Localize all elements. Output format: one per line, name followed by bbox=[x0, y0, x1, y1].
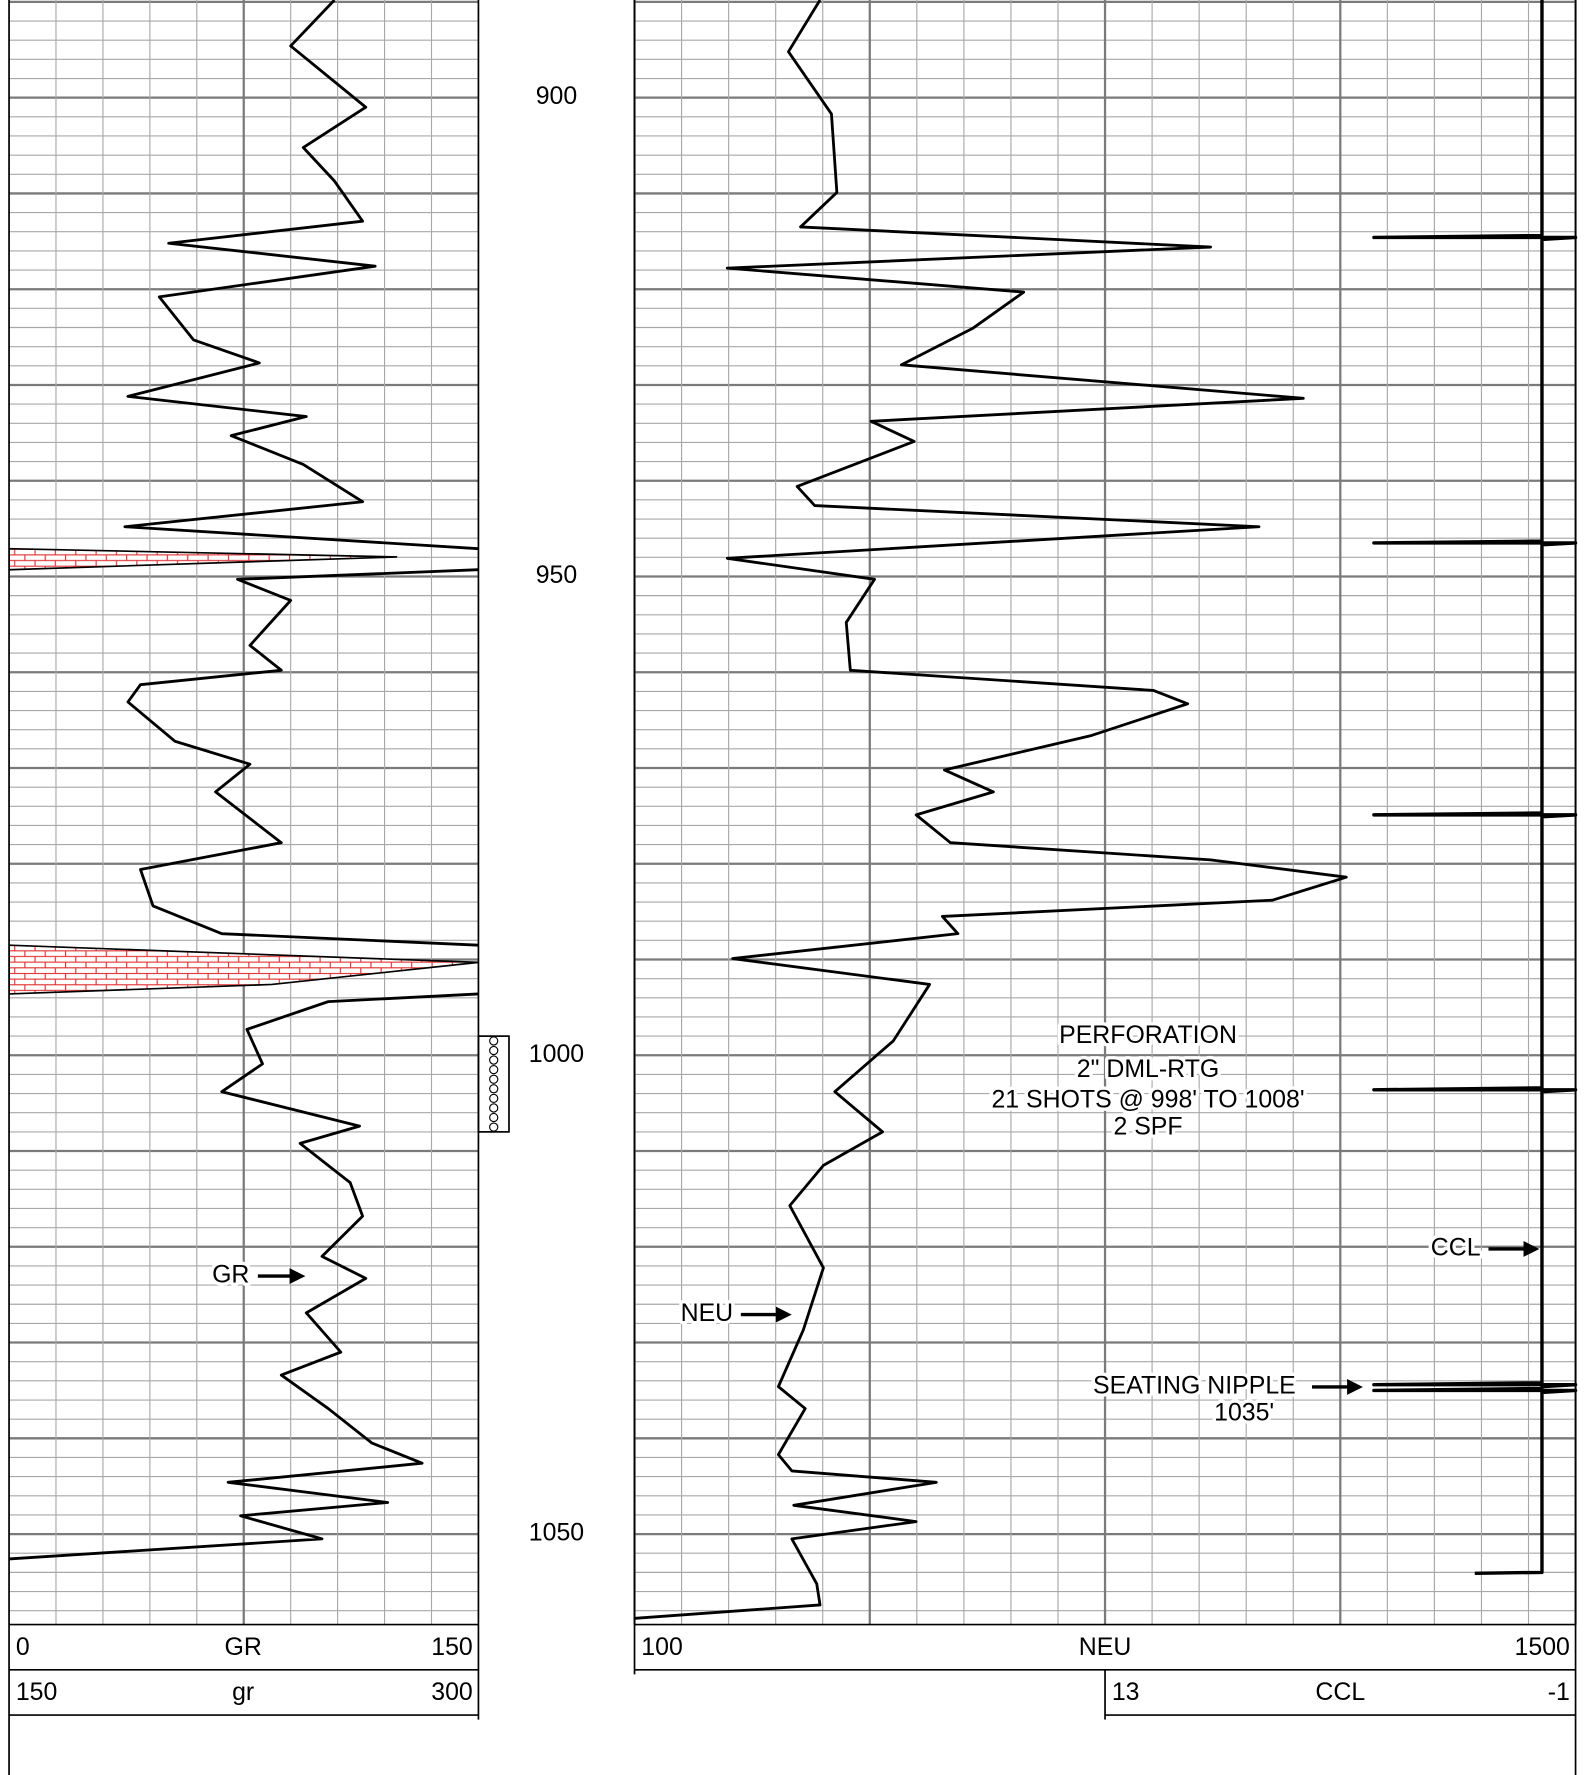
seating-nipple-text: 1035' bbox=[1214, 1399, 1274, 1427]
perforation-text: 21 SHOTS @ 998' TO 1008' bbox=[991, 1085, 1304, 1113]
perforation-interval bbox=[477, 1035, 510, 1133]
arrows bbox=[257, 1241, 1540, 1395]
perforation-shot bbox=[489, 1055, 499, 1065]
gr-backup-min: 150 bbox=[16, 1678, 58, 1706]
gr-curve-label: GR bbox=[212, 1261, 249, 1289]
depth-label: 950 bbox=[536, 561, 578, 589]
gr-backup-fill bbox=[9, 944, 479, 995]
gr-max: 150 bbox=[431, 1633, 473, 1661]
ccl-name: CCL bbox=[1315, 1678, 1365, 1706]
neu-curve-label: NEU bbox=[681, 1299, 734, 1327]
ccl-curve bbox=[1372, 0, 1578, 1575]
perforation-shot bbox=[489, 1045, 499, 1056]
depth-label: 1000 bbox=[529, 1040, 584, 1068]
gr-backup-fill bbox=[9, 547, 398, 571]
perforation-shot bbox=[489, 1112, 499, 1123]
gr-name: GR bbox=[225, 1633, 262, 1661]
perforation-shot bbox=[489, 1122, 499, 1132]
perforation-shot bbox=[489, 1036, 499, 1046]
depth-label: 900 bbox=[536, 82, 578, 110]
neu-min: 100 bbox=[641, 1633, 683, 1661]
perforation-text: 2 SPF bbox=[1113, 1112, 1182, 1140]
labels: 0 GR 150 150 gr 300 100 NEU 1500 13 CCL … bbox=[16, 1017, 1570, 1706]
perforation-shot bbox=[489, 1093, 499, 1104]
frame bbox=[8, 0, 1577, 1775]
ccl-max: -1 bbox=[1548, 1678, 1570, 1706]
gr-min: 0 bbox=[16, 1633, 30, 1661]
gr-backup-max: 300 bbox=[431, 1678, 473, 1706]
marks: 900 950 1000 1050 bbox=[9, 0, 1578, 1620]
ccl-min: 13 bbox=[1112, 1678, 1140, 1706]
ccl-curve-label: CCL bbox=[1431, 1234, 1481, 1262]
seating-nipple-text: SEATING NIPPLE bbox=[1093, 1372, 1296, 1400]
neu-curve bbox=[634, 0, 1348, 1620]
perforation-text: PERFORATION bbox=[1059, 1021, 1237, 1049]
depth-label: 1050 bbox=[529, 1519, 584, 1547]
gr-backup-name: gr bbox=[232, 1678, 254, 1706]
perforation-shot bbox=[489, 1064, 499, 1075]
perforation-shot bbox=[489, 1103, 499, 1113]
perforation-shot bbox=[489, 1074, 499, 1084]
perforation-shot bbox=[489, 1084, 499, 1094]
neu-max: 1500 bbox=[1515, 1633, 1570, 1661]
gr-curve bbox=[9, 0, 479, 1561]
neu-name: NEU bbox=[1079, 1633, 1132, 1661]
perforation-text: 2" DML-RTG bbox=[1077, 1055, 1219, 1083]
